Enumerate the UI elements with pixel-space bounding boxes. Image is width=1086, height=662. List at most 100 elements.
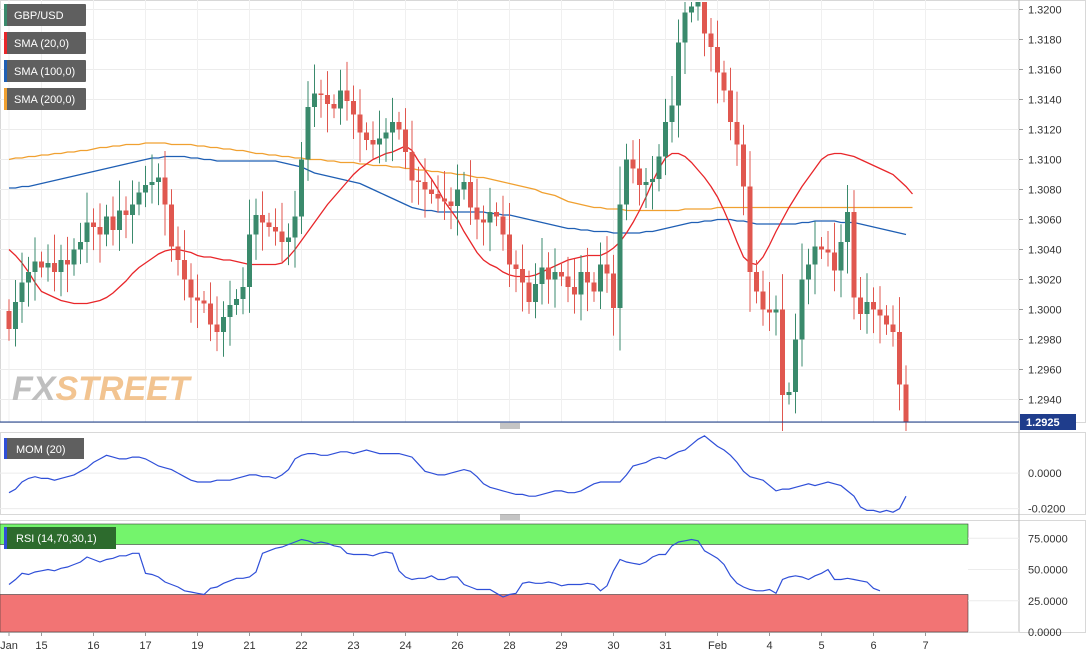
candle bbox=[617, 166, 623, 351]
y-tick-label: 1.3160 bbox=[1028, 65, 1062, 77]
y-tick-label: 1.3040 bbox=[1028, 245, 1062, 257]
candle bbox=[312, 64, 317, 128]
candle-body bbox=[838, 242, 844, 271]
candle bbox=[318, 79, 324, 118]
candle bbox=[851, 190, 857, 320]
candle-body bbox=[728, 90, 733, 122]
candle-body bbox=[877, 309, 883, 316]
candle bbox=[175, 226, 181, 276]
candle-body bbox=[864, 302, 870, 314]
candle-body bbox=[747, 186, 753, 272]
candle-body bbox=[780, 309, 785, 395]
candle-body bbox=[871, 302, 876, 310]
candle-body bbox=[396, 122, 402, 130]
candle bbox=[279, 202, 285, 262]
candle-body bbox=[786, 392, 792, 395]
candle bbox=[624, 143, 629, 221]
candle bbox=[806, 248, 811, 305]
candle bbox=[435, 175, 441, 213]
candle-body bbox=[702, 2, 707, 34]
candle bbox=[58, 244, 64, 297]
candle bbox=[838, 224, 844, 298]
candle-body bbox=[377, 138, 382, 145]
candle bbox=[884, 305, 889, 335]
candle-body bbox=[292, 216, 298, 238]
x-tick-label: 4 bbox=[766, 640, 772, 652]
legend-item-0[interactable]: GBP/USD bbox=[4, 4, 86, 26]
legend-item-1[interactable]: SMA (20,0) bbox=[4, 32, 86, 54]
candle bbox=[715, 20, 720, 104]
candle bbox=[533, 263, 538, 319]
candle bbox=[26, 256, 31, 307]
x-tick-label: 26 bbox=[451, 640, 463, 652]
candle bbox=[97, 203, 103, 263]
candles bbox=[6, 2, 909, 431]
fxstreet-watermark: FXSTREET bbox=[12, 370, 193, 408]
mom-legend[interactable]: MOM (20) bbox=[4, 438, 84, 459]
candle-body bbox=[819, 246, 824, 250]
mom-label: MOM (20) bbox=[16, 444, 66, 456]
candle bbox=[162, 150, 168, 236]
candle-body bbox=[903, 384, 909, 422]
panel-resize-handle[interactable] bbox=[500, 423, 520, 429]
candle-body bbox=[604, 264, 610, 274]
rsi-oversold-zone bbox=[0, 594, 969, 633]
candle-body bbox=[234, 299, 239, 305]
candle-body bbox=[208, 303, 213, 325]
candle-body bbox=[97, 227, 103, 235]
candle-body bbox=[468, 182, 473, 208]
candle bbox=[344, 61, 350, 121]
rsi-legend[interactable]: RSI (14,70,30,1) bbox=[4, 527, 116, 549]
candle bbox=[585, 247, 590, 312]
candle bbox=[663, 98, 668, 176]
candle bbox=[487, 187, 493, 252]
panel-resize-handle[interactable] bbox=[500, 514, 520, 520]
candle-body bbox=[71, 249, 77, 265]
y-tick-label: 1.2980 bbox=[1028, 335, 1062, 347]
candle-body bbox=[708, 33, 714, 47]
legend-swatch bbox=[4, 527, 7, 549]
candle bbox=[468, 160, 473, 225]
candle bbox=[65, 236, 70, 293]
legend-item-3[interactable]: SMA (200,0) bbox=[4, 88, 86, 110]
candle-body bbox=[461, 182, 467, 190]
candle-body bbox=[331, 104, 337, 109]
last-price-badge bbox=[1020, 414, 1076, 430]
candle-body bbox=[162, 177, 168, 205]
candle-body bbox=[565, 276, 571, 287]
candle-body bbox=[45, 263, 51, 268]
candle-body bbox=[533, 284, 538, 302]
candle-body bbox=[175, 246, 181, 260]
price-panel bbox=[0, 0, 1086, 423]
candle-body bbox=[526, 282, 532, 302]
candle-body bbox=[383, 132, 389, 139]
candle bbox=[357, 89, 363, 163]
legend-item-2[interactable]: SMA (100,0) bbox=[4, 60, 86, 82]
candle-body bbox=[351, 101, 356, 115]
candle-body bbox=[676, 42, 681, 106]
candle-body bbox=[663, 122, 668, 157]
candle bbox=[812, 221, 818, 295]
candle bbox=[819, 237, 824, 259]
candle-body bbox=[13, 302, 18, 329]
candle-body bbox=[637, 168, 642, 185]
candle-body bbox=[845, 212, 850, 242]
sma20-line bbox=[8, 145, 913, 305]
candle-body bbox=[689, 6, 694, 13]
candle-body bbox=[110, 216, 116, 230]
candle bbox=[409, 120, 415, 203]
candle-body bbox=[58, 260, 64, 272]
legend-box bbox=[4, 60, 86, 82]
y-tick-label: 1.2960 bbox=[1028, 365, 1062, 377]
candle bbox=[13, 279, 18, 347]
legend-label: SMA (200,0) bbox=[14, 94, 75, 106]
candle-body bbox=[799, 279, 805, 340]
candle-body bbox=[26, 272, 31, 283]
candle-body bbox=[695, 2, 701, 7]
candle-body bbox=[429, 189, 434, 194]
candle bbox=[669, 76, 675, 143]
x-tick-label: 16 bbox=[87, 640, 99, 652]
candle-body bbox=[734, 122, 740, 145]
candle bbox=[266, 212, 272, 237]
candle bbox=[208, 282, 213, 342]
